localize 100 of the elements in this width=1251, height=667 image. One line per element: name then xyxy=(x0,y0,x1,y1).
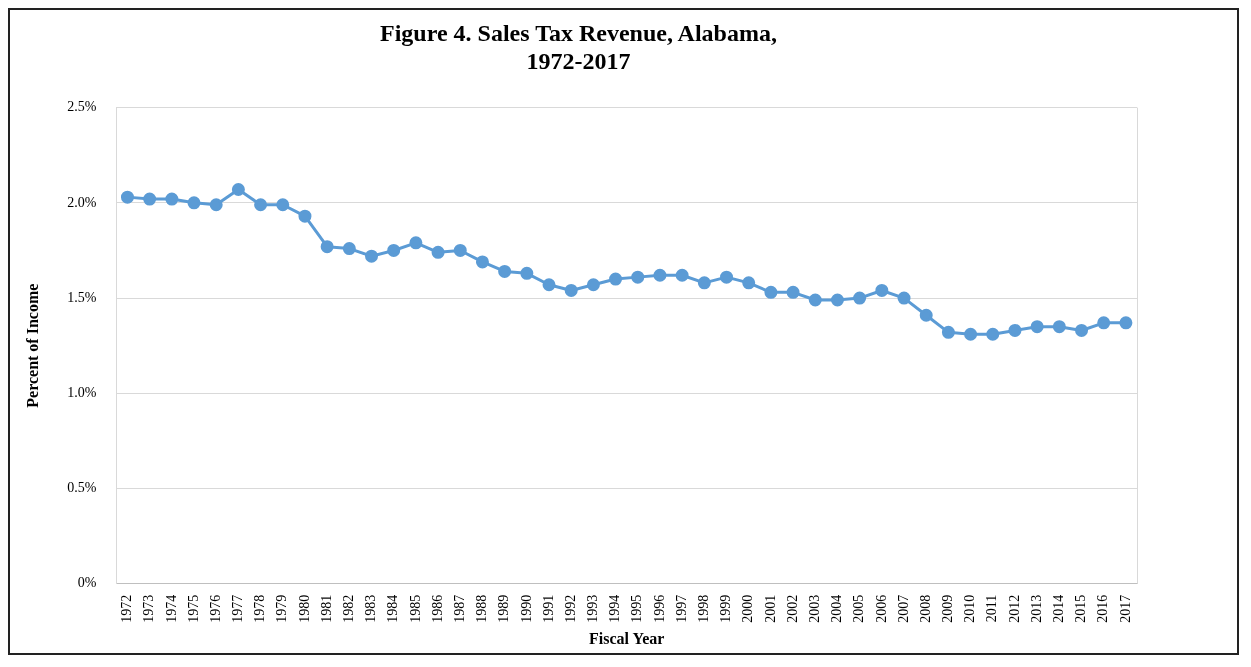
point xyxy=(897,291,911,305)
point xyxy=(653,268,667,282)
x-tick-label: 2001 xyxy=(762,594,778,623)
x-tick-label: 2007 xyxy=(895,594,911,623)
point xyxy=(320,240,334,254)
x-axis-title: Fiscal Year xyxy=(588,629,665,647)
x-tick-label: 1988 xyxy=(474,594,490,623)
point xyxy=(409,236,423,250)
point xyxy=(387,243,401,257)
point xyxy=(520,266,534,280)
x-tick-label: 1979 xyxy=(274,594,290,623)
point xyxy=(919,308,933,322)
x-tick-label: 1992 xyxy=(562,594,578,623)
point xyxy=(1052,320,1066,334)
point xyxy=(609,272,623,286)
x-tick-label: 1990 xyxy=(518,594,534,623)
x-tick-label: 1976 xyxy=(207,594,223,623)
point xyxy=(453,243,467,257)
point xyxy=(542,278,556,292)
x-tick-label: 1999 xyxy=(718,594,734,623)
point xyxy=(431,245,445,259)
point xyxy=(675,268,689,282)
point xyxy=(475,255,489,269)
text: 1972-2017 xyxy=(526,48,631,75)
x-tick-label: 1978 xyxy=(252,594,268,623)
point xyxy=(209,198,223,212)
point xyxy=(276,198,290,212)
point xyxy=(254,198,268,212)
x-tick-label: 2010 xyxy=(962,594,978,623)
point xyxy=(1030,320,1044,334)
x-tick-label: 1998 xyxy=(696,594,712,623)
x-tick-label: 1987 xyxy=(451,594,467,623)
point xyxy=(1119,316,1133,330)
x-tick-label: 1973 xyxy=(141,594,157,623)
x-tick-label: 2000 xyxy=(740,594,756,623)
x-tick-label: 2008 xyxy=(917,594,933,623)
point xyxy=(564,283,578,297)
x-tick-label: 2012 xyxy=(1006,594,1022,623)
point xyxy=(231,183,245,197)
x-tick-label: 1994 xyxy=(607,594,623,623)
point xyxy=(720,270,734,284)
point xyxy=(365,249,379,263)
point xyxy=(964,327,978,341)
point xyxy=(298,209,312,223)
x-tick-label: 2006 xyxy=(873,594,889,623)
x-tick-label: 2015 xyxy=(1073,594,1089,623)
point xyxy=(586,278,600,292)
x-tick-label: 2011 xyxy=(984,594,1000,623)
point xyxy=(808,293,822,307)
x-tick-label: 1984 xyxy=(385,594,401,623)
x-tick-label: 1977 xyxy=(230,594,246,623)
point xyxy=(697,276,711,290)
x-tick-label: 2017 xyxy=(1117,594,1133,623)
y-tick-label: 1.5% xyxy=(67,289,97,305)
point xyxy=(143,192,157,206)
text: Figure 4. Sales Tax Revenue, Alabama, xyxy=(380,19,777,46)
x-tick-label: 1985 xyxy=(407,594,423,623)
y-tick-label: 2.0% xyxy=(67,194,97,210)
point xyxy=(631,270,645,284)
y-tick-label: 0% xyxy=(77,575,97,591)
point xyxy=(165,192,179,206)
y-tick-label: 0.5% xyxy=(67,480,97,496)
x-tick-label: 1995 xyxy=(629,594,645,623)
point xyxy=(1097,316,1111,330)
point xyxy=(120,190,134,204)
x-tick-label: 1997 xyxy=(673,594,689,623)
x-tick-label: 1983 xyxy=(363,594,379,623)
x-tick-label: 1986 xyxy=(429,594,445,623)
point xyxy=(498,264,512,278)
point xyxy=(1075,323,1089,337)
point xyxy=(853,291,867,305)
point xyxy=(187,196,201,210)
x-tick-label: 1991 xyxy=(540,594,556,623)
x-tick-label: 2003 xyxy=(806,594,822,623)
x-tick-label: 1974 xyxy=(163,594,179,623)
x-tick-label: 1982 xyxy=(341,594,357,623)
point xyxy=(941,325,955,339)
x-tick-label: 1981 xyxy=(318,594,334,623)
x-tick-label: 1972 xyxy=(119,594,135,623)
y-tick-label: 1.0% xyxy=(67,384,97,400)
y-tick-label: 2.5% xyxy=(67,99,97,115)
x-tick-label: 1993 xyxy=(585,594,601,623)
x-tick-label: 1980 xyxy=(296,594,312,623)
x-tick-label: 2009 xyxy=(940,594,956,623)
point xyxy=(830,293,844,307)
y-axis-title: Percent of Income xyxy=(23,283,41,408)
x-tick-label: 1996 xyxy=(651,594,667,623)
point xyxy=(342,242,356,256)
x-tick-label: 2016 xyxy=(1095,594,1111,623)
x-tick-label: 2013 xyxy=(1028,594,1044,623)
point xyxy=(742,276,756,290)
x-tick-label: 1975 xyxy=(185,594,201,623)
point xyxy=(786,285,800,299)
x-tick-label: 2002 xyxy=(784,594,800,623)
x-tick-label: 2005 xyxy=(851,594,867,623)
x-tick-label: 2004 xyxy=(829,594,845,623)
point xyxy=(764,285,778,299)
point xyxy=(1008,323,1022,337)
x-tick-label: 1989 xyxy=(496,594,512,623)
point xyxy=(875,283,889,297)
